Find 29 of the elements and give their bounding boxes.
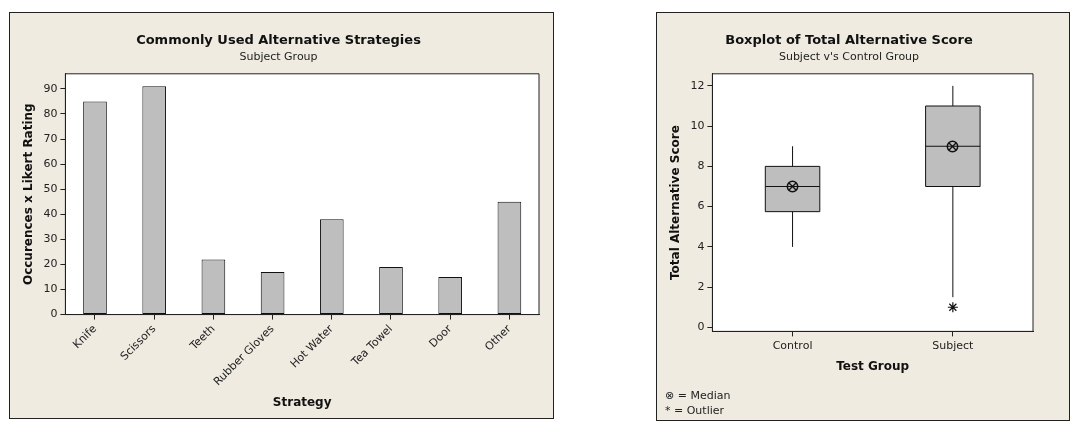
y-tick-label: 70 xyxy=(43,131,58,145)
chart-title: Commonly Used Alternative Strategies xyxy=(136,32,422,48)
y-tick-label: 80 xyxy=(43,106,58,120)
y-tick-label: 50 xyxy=(43,182,58,196)
y-tick-label: 0 xyxy=(50,307,58,321)
y-axis-title: Total Alternative Score xyxy=(668,125,683,281)
y-tick-label: 4 xyxy=(697,239,705,253)
chart-subtitle: Subject Group xyxy=(239,50,318,64)
x-tick-label: Subject xyxy=(932,338,975,352)
y-tick-label: 90 xyxy=(43,81,58,95)
x-axis-title: Strategy xyxy=(272,394,332,409)
x-axis-title: Test Group xyxy=(836,358,910,373)
y-axis-title: Occurences x Likert Rating xyxy=(21,103,36,286)
y-tick-label: 12 xyxy=(690,78,705,92)
chart-title: Boxplot of Total Alternative Score xyxy=(725,32,973,48)
y-tick-label: 10 xyxy=(690,118,705,132)
y-tick-label: 2 xyxy=(697,279,705,293)
text: ⊗ = Median xyxy=(665,388,731,403)
y-tick-label: 10 xyxy=(43,282,58,296)
text: * = Outlier xyxy=(665,403,726,418)
y-tick-label: 6 xyxy=(697,199,705,213)
chart-subtitle: Subject v's Control Group xyxy=(778,50,920,64)
x-tick-label: Control xyxy=(772,338,813,352)
y-tick-label: 60 xyxy=(43,156,58,170)
y-tick-label: 8 xyxy=(697,159,705,173)
y-tick-label: 40 xyxy=(43,207,58,221)
y-tick-label: 20 xyxy=(43,257,58,271)
y-tick-label: 30 xyxy=(43,232,58,246)
y-tick-label: 0 xyxy=(697,320,705,334)
